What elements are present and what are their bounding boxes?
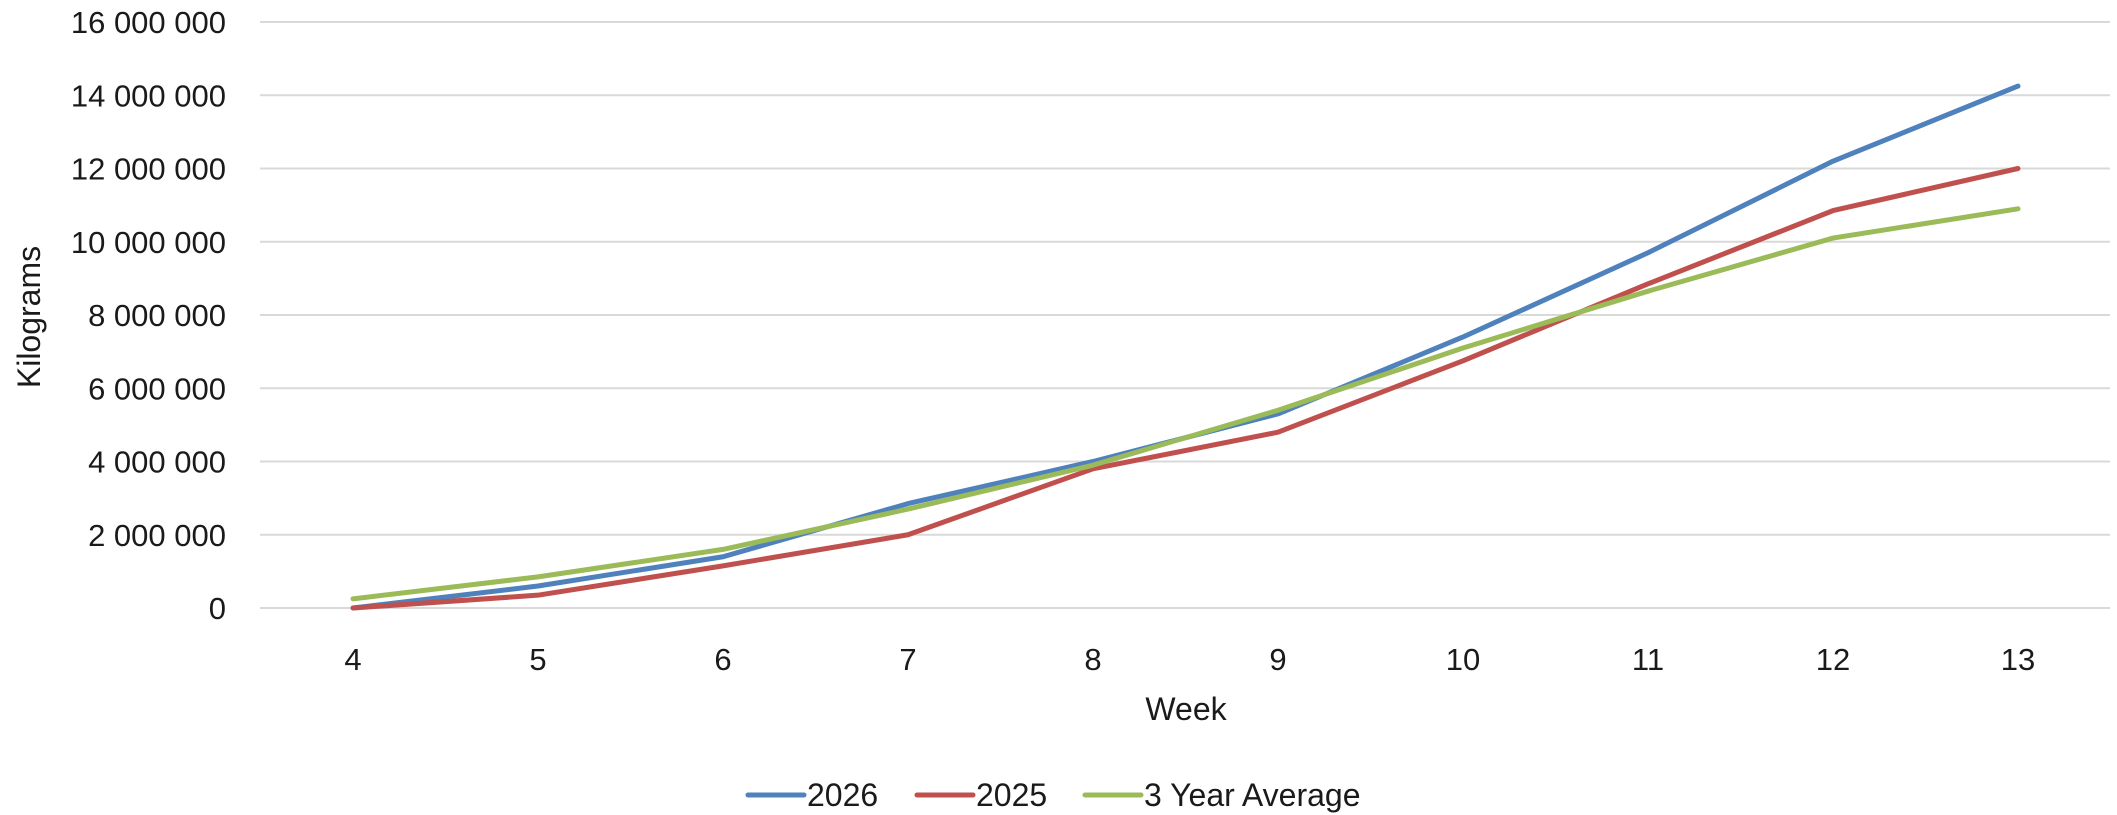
y-tick-label: 4 000 000 [88,445,226,480]
x-axis-tick-labels: 4 5 6 7 8 9 10 11 12 13 [344,642,2035,677]
legend-label: 2025 [976,777,1047,813]
x-tick-label: 4 [344,642,361,677]
legend: 2026 2025 3 Year Average [745,777,1361,813]
y-tick-label: 12 000 000 [71,152,226,187]
y-tick-label: 6 000 000 [88,371,226,406]
x-tick-label: 7 [899,642,916,677]
series-lines [350,83,2021,611]
y-tick-label: 14 000 000 [71,78,226,113]
y-tick-label: 16 000 000 [71,5,226,40]
y-tick-label: 2 000 000 [88,518,226,553]
x-tick-label: 8 [1084,642,1101,677]
x-tick-label: 6 [714,642,731,677]
legend-label: 3 Year Average [1144,777,1361,813]
legend-label: 2026 [807,777,878,813]
series-line [350,83,2021,611]
y-tick-label: 0 [209,591,226,626]
x-tick-label: 5 [529,642,546,677]
y-axis-title: Kilograms [11,246,47,388]
x-tick-label: 10 [1446,642,1480,677]
y-axis-tick-labels: 0 2 000 000 4 000 000 6 000 000 8 000 000 10 … [71,5,226,626]
y-tick-label: 10 000 000 [71,225,226,260]
x-axis-title: Week [1145,691,1227,727]
y-tick-label: 8 000 000 [88,298,226,333]
gridlines [260,21,2110,609]
series-line [350,206,2021,602]
x-tick-label: 12 [1816,642,1850,677]
series-line [350,166,2021,611]
x-tick-label: 11 [1632,642,1664,677]
x-tick-label: 13 [2001,642,2035,677]
x-tick-label: 9 [1269,642,1286,677]
